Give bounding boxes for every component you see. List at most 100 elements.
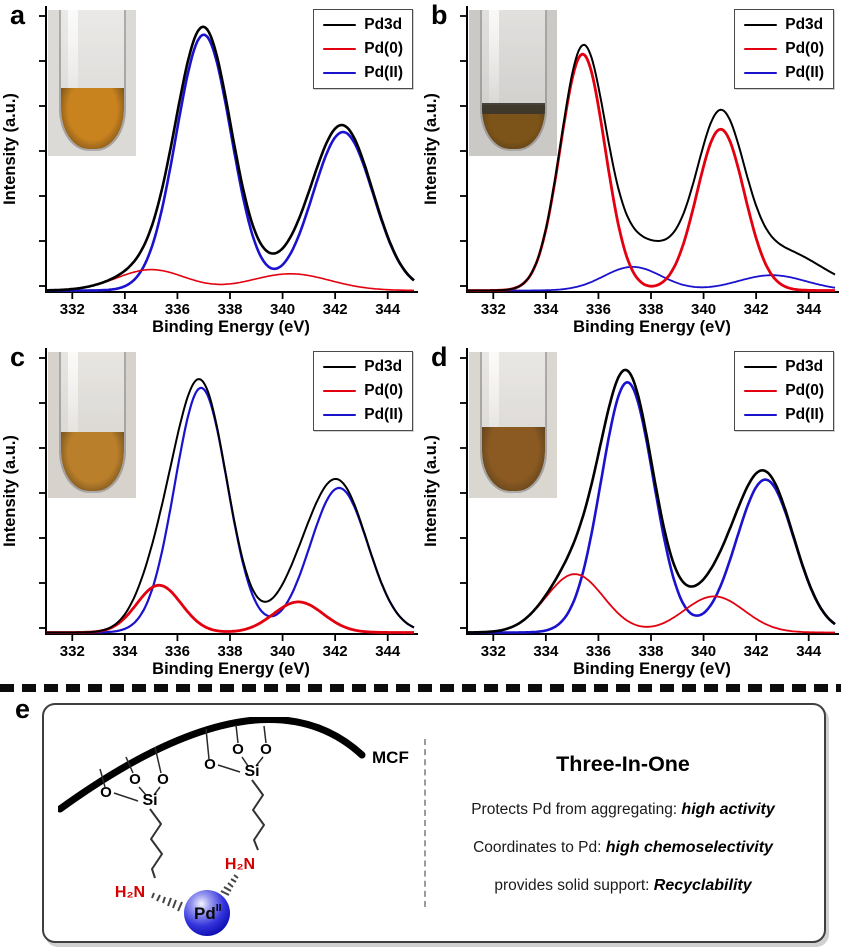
x-tick-label: 340 bbox=[270, 301, 295, 318]
legend-line-sample bbox=[323, 71, 357, 75]
legend-entry: Pd(II) bbox=[744, 61, 824, 85]
legend-entry: Pd(0) bbox=[323, 37, 403, 61]
legend-label: Pd(II) bbox=[364, 406, 403, 423]
legend-entry: Pd3d bbox=[744, 13, 824, 37]
vertical-divider bbox=[424, 739, 426, 907]
legend-entry: Pd(II) bbox=[323, 61, 403, 85]
x-tick-label: 332 bbox=[60, 643, 85, 660]
x-axis-title: Binding Energy (eV) bbox=[152, 318, 310, 336]
panel-label-d: d bbox=[431, 342, 448, 372]
vial-tube bbox=[58, 10, 126, 152]
y-axis-title: Intensity (a.u.) bbox=[422, 435, 440, 547]
curve-pd3d-envelope bbox=[46, 378, 415, 634]
x-tick-label: 342 bbox=[744, 301, 769, 318]
axes: 332 334 336 338 340 342 344 bbox=[460, 348, 839, 660]
legend-label: Pd(0) bbox=[364, 40, 403, 57]
legend-box: Pd3d Pd(0) Pd(II) bbox=[313, 9, 413, 89]
oxygen-label: O bbox=[100, 784, 112, 801]
x-tick-label: 332 bbox=[60, 301, 85, 318]
glass-glare bbox=[68, 10, 79, 113]
xps-plot-d: Binding Energy (eV) Intensity (a.u.) 332… bbox=[422, 348, 839, 678]
legend-label: Pd(II) bbox=[785, 406, 824, 423]
legend-box: Pd3d Pd(0) Pd(II) bbox=[734, 9, 834, 89]
benefit-point: Protects Pd from aggregating: high activ… bbox=[471, 801, 775, 819]
x-tick-label: 342 bbox=[323, 301, 348, 318]
vial-dark-film bbox=[481, 103, 545, 115]
curve-pd3d-envelope bbox=[46, 25, 415, 292]
pd-label: PdII bbox=[194, 902, 222, 923]
legend-entry: Pd3d bbox=[323, 13, 403, 37]
xps-plot-a: Binding Energy (eV) Intensity (a.u.) 332… bbox=[1, 6, 418, 336]
legend-label: Pd(II) bbox=[785, 64, 824, 81]
vial-photo-inset bbox=[469, 352, 557, 498]
legend-line-sample bbox=[323, 48, 357, 50]
oxygen-label: O bbox=[157, 771, 169, 788]
dashed-separator bbox=[0, 684, 841, 692]
legend-entry: Pd(0) bbox=[323, 379, 403, 403]
curve-pd3d-envelope bbox=[467, 368, 836, 634]
x-axis-title: Binding Energy (eV) bbox=[573, 318, 731, 336]
x-tick-label: 342 bbox=[744, 643, 769, 660]
silicon-label: Si bbox=[244, 763, 259, 780]
propyl-chain bbox=[251, 779, 265, 851]
scheme-panel-e: MCF O O O O O O Si Si bbox=[42, 703, 826, 943]
benefit-lead: Protects Pd from aggregating: bbox=[471, 800, 682, 818]
x-tick-label: 334 bbox=[112, 301, 138, 318]
xps-panel-d: d Binding Energy (eV) Intensity (a.u.) 3… bbox=[421, 342, 841, 682]
x-tick-label: 344 bbox=[375, 643, 401, 660]
axes: 332 334 336 338 340 342 344 bbox=[39, 6, 418, 318]
x-tick-label: 338 bbox=[217, 643, 242, 660]
curve-pd0 bbox=[46, 268, 414, 292]
curve-pd0 bbox=[46, 583, 414, 634]
x-tick-label: 336 bbox=[586, 301, 611, 318]
legend-entry: Pd(0) bbox=[744, 379, 824, 403]
x-tick-label: 344 bbox=[796, 643, 822, 660]
panel-label-a: a bbox=[10, 0, 26, 30]
oxygen-label: O bbox=[260, 741, 272, 758]
glass-glare bbox=[68, 352, 79, 455]
curve-pd3d-envelope bbox=[467, 43, 836, 292]
legend-entry: Pd3d bbox=[323, 355, 403, 379]
xps-panel-c: c Binding Energy (eV) Intensity (a.u.) 3… bbox=[0, 342, 420, 682]
propyl-chain bbox=[149, 808, 163, 879]
amine-label: H₂N bbox=[225, 856, 255, 873]
oxygen-label: O bbox=[129, 771, 141, 788]
glass-glare bbox=[489, 10, 500, 113]
benefit-emphasis: high chemoselectivity bbox=[605, 838, 773, 856]
x-tick-label: 340 bbox=[270, 643, 295, 660]
vial-photo-inset bbox=[469, 10, 557, 156]
silicon-label: Si bbox=[142, 792, 157, 809]
legend-label: Pd(0) bbox=[785, 382, 824, 399]
benefit-emphasis: Recyclability bbox=[653, 876, 752, 894]
legend-entry: Pd(II) bbox=[744, 403, 824, 427]
x-tick-label: 344 bbox=[375, 301, 401, 318]
xps-panel-a: a Binding Energy (eV) Intensity (a.u.) 3… bbox=[0, 0, 420, 340]
axes: 332 334 336 338 340 342 344 bbox=[39, 348, 418, 660]
legend-box: Pd3d Pd(0) Pd(II) bbox=[313, 351, 413, 431]
x-tick-label: 338 bbox=[217, 301, 242, 318]
legend-entry: Pd3d bbox=[744, 355, 824, 379]
legend-label: Pd(0) bbox=[785, 40, 824, 57]
vial-liquid bbox=[481, 426, 545, 492]
legend-line-sample bbox=[323, 389, 357, 393]
panel-label-b: b bbox=[431, 0, 448, 30]
panel-label-e: e bbox=[15, 694, 31, 724]
x-tick-label: 338 bbox=[638, 643, 663, 660]
legend-line-sample bbox=[744, 72, 778, 74]
vial-photo-inset bbox=[48, 10, 136, 156]
curve-pd0 bbox=[467, 573, 835, 634]
xps-panel-b: b Binding Energy (eV) Intensity (a.u.) 3… bbox=[421, 0, 841, 340]
coordination-bond-hashes bbox=[220, 874, 239, 896]
legend-line-sample bbox=[744, 24, 778, 26]
benefit-lead: provides solid support: bbox=[494, 876, 654, 894]
vial-photo-inset bbox=[48, 352, 136, 498]
x-tick-label: 342 bbox=[323, 643, 348, 660]
legend-label: Pd3d bbox=[364, 16, 403, 33]
x-tick-label: 338 bbox=[638, 301, 663, 318]
vial-liquid bbox=[60, 87, 124, 150]
vial-tube bbox=[479, 10, 547, 152]
glass-glare bbox=[489, 352, 500, 455]
legend-label: Pd3d bbox=[364, 358, 403, 375]
x-tick-label: 344 bbox=[796, 301, 822, 318]
